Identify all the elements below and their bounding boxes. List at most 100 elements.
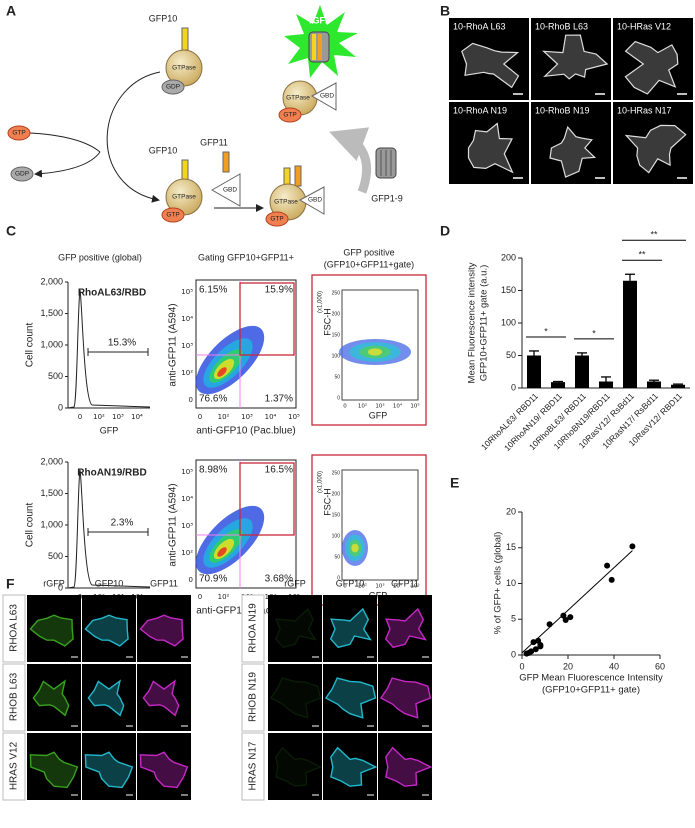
gbd-label: GBD xyxy=(308,197,322,204)
panel-label: D xyxy=(440,223,450,239)
arrow xyxy=(329,127,372,194)
row-label: HRAS N17 xyxy=(248,741,259,790)
x-axis-label: anti-GFP10 (Pac.blue) xyxy=(196,426,296,437)
quadrant-percent: 3.68% xyxy=(265,574,293,585)
micrograph xyxy=(137,664,191,731)
y-tick-label: 10⁵ xyxy=(181,288,193,296)
cell xyxy=(379,677,432,719)
row-label: RHOB N19 xyxy=(248,672,259,722)
y-tick-label: 0 xyxy=(189,576,193,584)
micrograph xyxy=(27,733,81,800)
y-tick-label: 200 xyxy=(332,491,341,497)
cell xyxy=(139,751,189,789)
y-tick-label: 0 xyxy=(337,395,340,401)
x-tick-label: 10⁵ xyxy=(410,403,419,410)
column-title: GFP10 xyxy=(336,578,365,588)
cell xyxy=(467,122,514,174)
column-title: GFP11 xyxy=(150,578,178,588)
micrograph xyxy=(82,733,136,800)
gtp xyxy=(278,107,302,123)
micrograph xyxy=(137,733,191,800)
gate-percent: 15.3% xyxy=(108,338,136,349)
gbd-label: GBD xyxy=(223,187,237,194)
gate xyxy=(239,282,295,356)
x-tick-label: 10⁴ xyxy=(265,413,277,421)
y-tick-label: 0 xyxy=(58,402,63,412)
y-tick-label: 150 xyxy=(332,512,341,518)
gate-bracket xyxy=(87,528,149,536)
y-tick-label: 10⁵ xyxy=(181,468,193,476)
point xyxy=(629,543,636,550)
cell xyxy=(329,607,372,649)
bar xyxy=(671,384,685,388)
image-label: 10-RhoA N19 xyxy=(453,105,507,115)
arrow xyxy=(29,132,101,153)
point xyxy=(567,614,574,621)
y-tick-label: 50 xyxy=(334,554,340,560)
y-axis-label: GFP10+GFP11+ gate (a.u.) xyxy=(479,265,490,382)
cell xyxy=(461,42,520,89)
panel-label: B xyxy=(440,3,450,19)
y-tick-label: 500 xyxy=(48,551,63,561)
row-label-box xyxy=(241,594,265,663)
y-tick-label: 20 xyxy=(506,506,516,516)
quadrant-percent: 76.6% xyxy=(199,394,227,405)
x-tick-label: 10⁴ xyxy=(131,413,143,421)
gdp xyxy=(161,79,185,95)
cell xyxy=(269,677,322,719)
gtp-label: GTP xyxy=(166,212,179,219)
x-tick-label: 60 xyxy=(655,661,665,671)
x-tick-label: 10⁵ xyxy=(288,413,300,421)
micrograph xyxy=(268,664,322,731)
y-tick-label: 0 xyxy=(511,649,516,659)
significance-label: ** xyxy=(650,230,658,240)
y-tick-label: 200 xyxy=(501,252,516,262)
quadrant-percent: 70.9% xyxy=(199,574,227,585)
y-tick-label: 15 xyxy=(506,542,516,552)
construct-label: RhoAN19/RBD xyxy=(77,468,146,479)
x-tick-label: 40 xyxy=(609,661,619,671)
gtp-label: GTP xyxy=(12,130,25,137)
x-tick-label: 10³ xyxy=(375,583,384,590)
y-tick-label: 200 xyxy=(332,311,341,317)
micrograph xyxy=(378,664,432,731)
significance-label: * xyxy=(592,328,596,338)
y-tick-label: 100 xyxy=(332,533,341,539)
y-tick-label: 2,000 xyxy=(40,456,63,466)
row-label: RHOB L63 xyxy=(9,672,20,721)
gfp10-label: GFP10 xyxy=(149,13,178,23)
cell xyxy=(330,746,378,787)
gtpase-label: GTPase xyxy=(172,194,196,201)
y-tick-label: 5 xyxy=(511,614,516,624)
cell xyxy=(624,40,679,95)
y-tick-label: 0 xyxy=(337,575,340,581)
histogram-curve xyxy=(67,469,151,589)
micrograph xyxy=(27,664,81,731)
point xyxy=(608,576,615,583)
point xyxy=(523,650,530,657)
x-tick-label: 10² xyxy=(93,413,105,421)
cell xyxy=(84,614,129,647)
gate-percent: 2.3% xyxy=(111,518,134,529)
x-tick-label: 10³ xyxy=(375,403,384,410)
x-tick-label: 0 xyxy=(198,413,202,421)
cell xyxy=(87,679,125,717)
gfp11-strand xyxy=(294,165,302,187)
image-label: 10-HRas N17 xyxy=(617,105,672,115)
x-tick-label: 10³ xyxy=(112,413,124,421)
gtp-label: GTP xyxy=(270,216,283,223)
column-title: GFP positive (global) xyxy=(58,252,142,262)
row-label-box xyxy=(2,663,26,732)
panel-label: E xyxy=(450,475,459,491)
gtp xyxy=(7,125,31,141)
x-tick-label: 20 xyxy=(563,661,573,671)
axis xyxy=(67,462,150,589)
x-tick-label: 10⁴ xyxy=(393,583,403,590)
gtp xyxy=(265,211,289,227)
cell xyxy=(542,34,609,80)
construct-label: RhoAL63/RBD xyxy=(78,288,146,299)
gfp11-strand xyxy=(318,34,322,60)
gfp10-strand xyxy=(181,159,189,181)
x-axis-label: GFP Mean Fluorescence Intensity xyxy=(519,673,663,684)
